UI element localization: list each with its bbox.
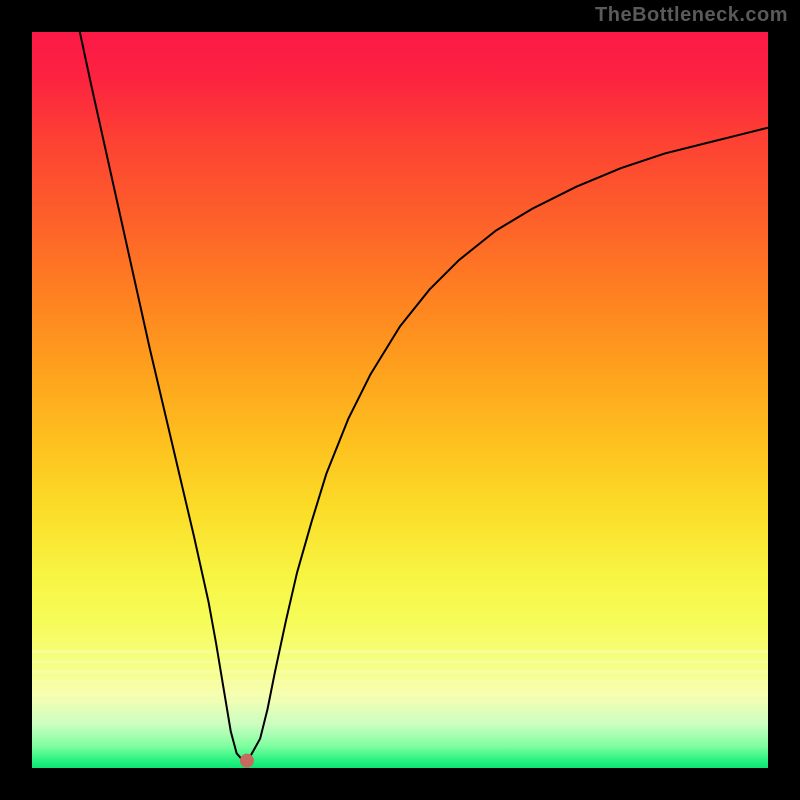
watermark-text: TheBottleneck.com [595, 4, 788, 27]
chart-svg [32, 32, 768, 768]
chart-background [32, 32, 768, 768]
chart-marker [240, 754, 254, 768]
plot-area [32, 32, 768, 768]
